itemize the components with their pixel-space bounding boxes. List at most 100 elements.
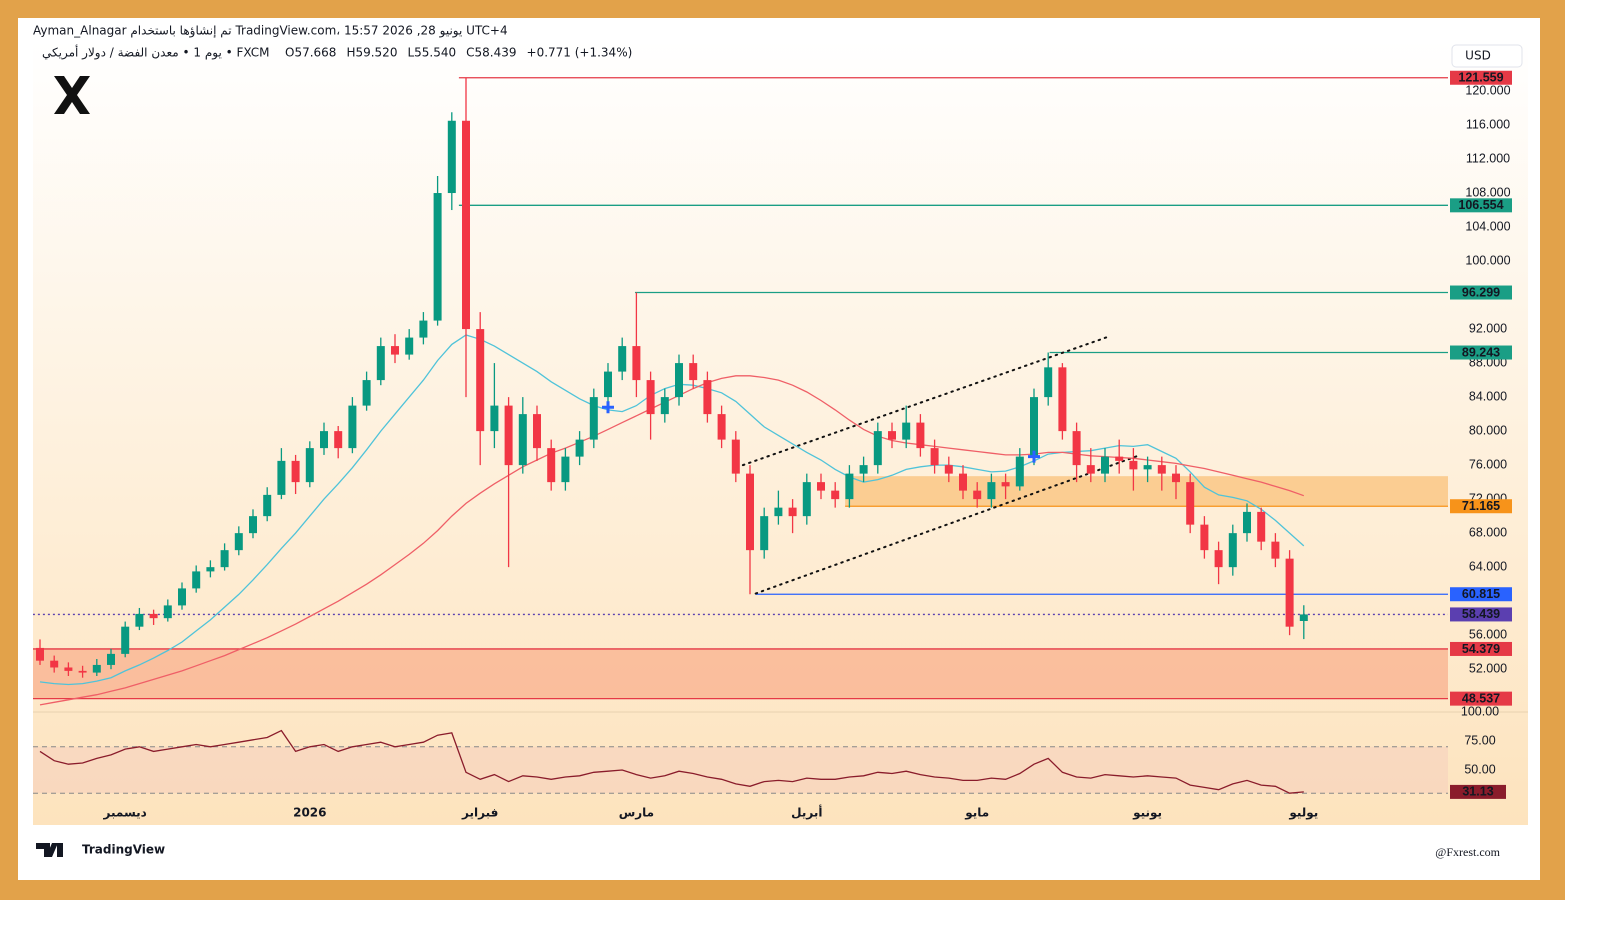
rsi-pane: [33, 729, 1448, 794]
ohlc-value: O57.668: [285, 46, 336, 60]
candle-body: [604, 371, 612, 398]
price-label: 54.379: [1462, 642, 1500, 656]
price-label: 89.243: [1462, 345, 1500, 359]
rsi-tick-label: 100.00: [1461, 704, 1499, 718]
candle-body: [433, 193, 442, 321]
x-tick-label: مارس: [619, 806, 654, 820]
candle-body: [760, 516, 769, 551]
candle-body: [1186, 482, 1195, 525]
candle-body: [959, 473, 967, 491]
candle-body: [802, 482, 811, 517]
candle-body: [490, 405, 499, 432]
candle-body: [660, 397, 669, 415]
candle-body: [547, 448, 556, 483]
y-tick-label: 84.000: [1469, 389, 1507, 403]
rsi-line: [39, 729, 1304, 794]
ohlc-value: L55.540: [407, 46, 456, 60]
moving-average: [39, 375, 1305, 706]
price-label-bg: [1450, 587, 1512, 602]
candle-body: [178, 588, 186, 606]
zone: [33, 648, 1448, 699]
candle-body: [1243, 511, 1251, 534]
candle-body: [476, 329, 485, 432]
candle-body: [930, 448, 939, 466]
x-tick-label: 2026: [293, 806, 326, 820]
candle-body: [717, 414, 726, 440]
y-tick-label: 52.000: [1469, 661, 1507, 675]
ohlc-value: C58.439: [466, 46, 516, 60]
candle-body: [149, 613, 158, 619]
candle-body: [944, 465, 953, 474]
header-line: Ayman_Alnagar تم إنشاؤها باستخدام Tradin…: [33, 24, 508, 39]
candle-body: [1086, 465, 1095, 474]
candle-body: [249, 516, 257, 534]
brand: TradingView: [82, 843, 165, 857]
x-tick-label: فبراير: [461, 806, 498, 820]
candle-body: [504, 405, 513, 466]
candle-body: [135, 613, 144, 627]
candle-body: [1157, 465, 1166, 474]
candle-body: [220, 550, 229, 568]
price-label-bg: [1450, 607, 1512, 622]
y-tick-label: 56.000: [1469, 627, 1507, 641]
y-tick-label: 68.000: [1469, 525, 1507, 539]
candle-body: [1072, 431, 1081, 466]
candle-body: [1044, 367, 1053, 398]
zone: [845, 476, 1448, 507]
candle-body: [845, 473, 854, 500]
watermark: @Fxrest.com: [1435, 845, 1500, 859]
candle-body: [973, 490, 982, 500]
candle-body: [1271, 541, 1280, 559]
candle-body: [263, 494, 272, 517]
candle-body: [121, 626, 130, 654]
signal: [602, 401, 614, 414]
price-pane: [33, 77, 1448, 706]
y-tick-label: 80.000: [1469, 423, 1507, 437]
candle-body: [1299, 614, 1308, 621]
candle-body: [391, 346, 399, 355]
candle-body: [589, 397, 598, 440]
y-tick-label: 112.000: [1466, 151, 1510, 165]
candle-body: [1058, 367, 1067, 432]
price-label-bg: [1450, 285, 1512, 300]
candle-body: [163, 605, 172, 619]
y-tick-label: 120.000: [1465, 83, 1510, 97]
candle-body: [1172, 473, 1180, 483]
candle-body: [462, 120, 470, 330]
price-label-bg: [1450, 499, 1512, 514]
candle-body: [50, 660, 59, 668]
candle-body: [291, 460, 300, 483]
rsi-tick-label: 50.00: [1464, 762, 1495, 776]
candle-body: [1214, 550, 1223, 568]
price-label-bg: [1450, 70, 1512, 85]
candle-body: [1200, 524, 1209, 551]
price-label: 71.165: [1462, 499, 1500, 513]
moving-average: [39, 334, 1305, 686]
candle-body: [731, 439, 740, 474]
candle-body: [987, 482, 996, 500]
price-label: 96.299: [1462, 285, 1500, 299]
price-label-bg: [1450, 198, 1512, 213]
candle-body: [533, 414, 541, 449]
candle-body: [703, 380, 712, 415]
price-label: 48.537: [1462, 691, 1500, 705]
candle-body: [1115, 456, 1124, 461]
candle-body: [817, 482, 825, 491]
candle-body: [348, 405, 357, 449]
candle-body: [646, 380, 655, 415]
price-label: 58.439: [1462, 607, 1500, 621]
candle-body: [1101, 456, 1109, 474]
candle-body: [1129, 460, 1138, 470]
candle-body: [1228, 533, 1237, 568]
tv-icon: [36, 843, 63, 857]
y-tick-label: 76.000: [1469, 457, 1507, 471]
candle-body: [447, 120, 456, 194]
price-label-bg: [1450, 641, 1512, 656]
currency[interactable]: USD: [1465, 49, 1491, 63]
candle-body: [277, 460, 286, 495]
y-tick-label: 100.000: [1465, 253, 1510, 267]
candle-body: [1257, 511, 1266, 542]
price-label-bg: [1450, 345, 1512, 360]
currency-button[interactable]: [1451, 44, 1523, 68]
